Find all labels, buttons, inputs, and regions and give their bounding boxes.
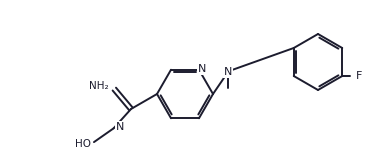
Text: F: F: [356, 71, 362, 81]
Text: N: N: [224, 67, 232, 77]
Text: N: N: [198, 64, 206, 74]
Text: N: N: [116, 122, 124, 132]
Text: HO: HO: [75, 139, 91, 149]
Text: NH₂: NH₂: [89, 81, 108, 91]
